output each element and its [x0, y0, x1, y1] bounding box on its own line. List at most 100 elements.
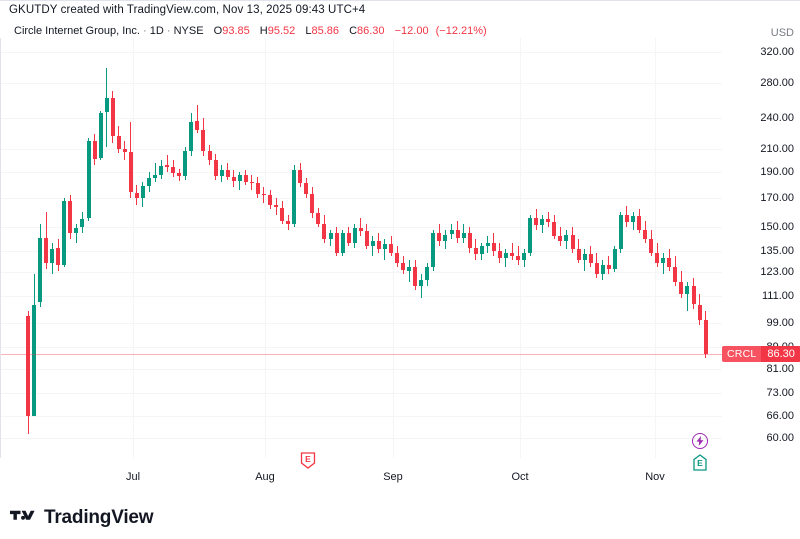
candle-body — [419, 280, 424, 286]
vertical-gridline — [265, 38, 266, 458]
price-axis-tick: 320.00 — [760, 46, 794, 58]
candle-body — [68, 200, 73, 233]
candle-body — [219, 169, 224, 176]
candle-body — [473, 247, 478, 255]
candle-body — [691, 285, 696, 305]
candle-body — [564, 234, 569, 241]
horizontal-gridline — [0, 251, 722, 252]
candle-body — [225, 169, 230, 178]
price-axis[interactable]: USD 320.00 280.00 240.00 210.00 190.00 170.00… — [722, 0, 800, 490]
candle-body — [177, 173, 182, 176]
candle-body — [558, 236, 563, 241]
split-event-marker[interactable] — [692, 433, 708, 449]
candle-body — [165, 165, 170, 168]
lightning-bolt-icon[interactable] — [692, 433, 708, 449]
candle-body — [570, 234, 575, 250]
candle-body — [552, 222, 557, 237]
candle-body — [594, 263, 599, 275]
candle-body — [189, 122, 194, 152]
candle-body — [128, 152, 133, 193]
horizontal-gridline — [0, 82, 722, 84]
candle-body — [298, 169, 303, 184]
candle-body — [346, 232, 351, 243]
candle-body — [104, 98, 109, 112]
chart-plot-area[interactable] — [0, 38, 722, 458]
legend-high-value: 95.52 — [267, 25, 296, 37]
horizontal-gridline — [0, 347, 722, 348]
candle-body — [491, 242, 496, 251]
candle-wick — [196, 105, 198, 134]
candle-body — [546, 219, 551, 223]
candle-body — [364, 231, 369, 246]
time-axis-tick: Sep — [383, 471, 403, 483]
candle-body — [606, 265, 611, 269]
candle-wick — [662, 252, 664, 275]
candle-body — [612, 249, 617, 269]
horizontal-gridline — [0, 197, 722, 199]
legend-low-value: 85.86 — [311, 25, 339, 37]
earnings-marker-past[interactable]: E — [300, 452, 316, 469]
legend-separator-2: · — [166, 25, 171, 37]
candle-body — [304, 183, 309, 194]
horizontal-gridline — [0, 52, 722, 53]
legend-symbol-name[interactable]: Circle Internet Group, Inc. — [14, 25, 140, 37]
candle-body — [255, 183, 260, 194]
candle-wick — [239, 172, 241, 190]
candle-body — [618, 214, 623, 250]
candle-wick — [360, 217, 362, 237]
candle-body — [389, 244, 393, 253]
currency-label: USD — [770, 27, 794, 39]
time-axis-tick: Jul — [125, 471, 141, 483]
candle-body — [243, 174, 248, 183]
candle-body — [147, 178, 151, 186]
tradingview-wordmark: TradingView — [44, 507, 154, 528]
candle-body — [32, 304, 36, 416]
candle-wick — [511, 242, 513, 260]
candle-body — [322, 223, 327, 240]
candle-body — [643, 229, 648, 240]
candle-body — [116, 136, 121, 150]
price-tag-value: 86.30 — [761, 346, 800, 363]
earnings-marker-upcoming[interactable]: E — [693, 454, 708, 471]
candle-body — [201, 130, 206, 152]
candle-body — [679, 282, 684, 294]
horizontal-gridline — [0, 416, 722, 417]
candle-body — [703, 320, 708, 355]
candle-body — [171, 167, 176, 174]
candle-body — [449, 229, 454, 235]
legend-change-percent: (−12.21%) — [435, 25, 487, 37]
candle-body — [534, 217, 539, 226]
time-axis-tick: Nov — [645, 471, 665, 483]
legend-interval[interactable]: 1D — [149, 25, 164, 37]
price-axis-tick: 170.00 — [760, 191, 794, 204]
time-axis[interactable]: Jul Aug Sep Oct Nov — [0, 458, 722, 490]
horizontal-gridline — [0, 392, 722, 394]
candle-body — [588, 254, 593, 264]
candle-body — [382, 244, 387, 250]
price-axis-tick: 210.00 — [760, 143, 794, 156]
horizontal-gridline — [0, 322, 722, 324]
time-axis-tick: Aug — [255, 471, 275, 483]
candle-body — [183, 151, 188, 176]
candle-body — [503, 252, 508, 258]
candle-body — [26, 315, 30, 416]
price-axis-tick: 99.00 — [766, 316, 794, 329]
current-price-tag[interactable]: CRCL 86.30 — [722, 346, 800, 363]
candle-body — [485, 242, 490, 246]
price-axis-tick: 280.00 — [760, 76, 794, 89]
candle-body — [370, 240, 375, 246]
candle-wick — [584, 249, 586, 271]
candle-body — [655, 252, 660, 264]
candle-body — [50, 249, 55, 264]
candle-body — [522, 252, 527, 260]
candle-body — [582, 254, 587, 260]
vertical-gridline — [393, 38, 394, 458]
candle-body — [443, 234, 448, 241]
candle-wick — [517, 245, 519, 266]
legend-open-label: O — [213, 25, 223, 37]
legend-open-value: 93.85 — [222, 25, 250, 37]
legend-close-value: 86.30 — [357, 25, 385, 37]
candle-body — [92, 140, 97, 160]
candle-body — [437, 232, 442, 241]
candle-body — [286, 220, 291, 224]
